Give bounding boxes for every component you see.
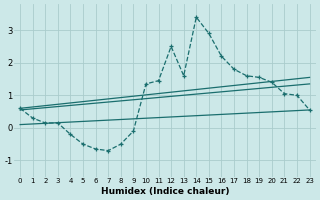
X-axis label: Humidex (Indice chaleur): Humidex (Indice chaleur) <box>100 187 229 196</box>
